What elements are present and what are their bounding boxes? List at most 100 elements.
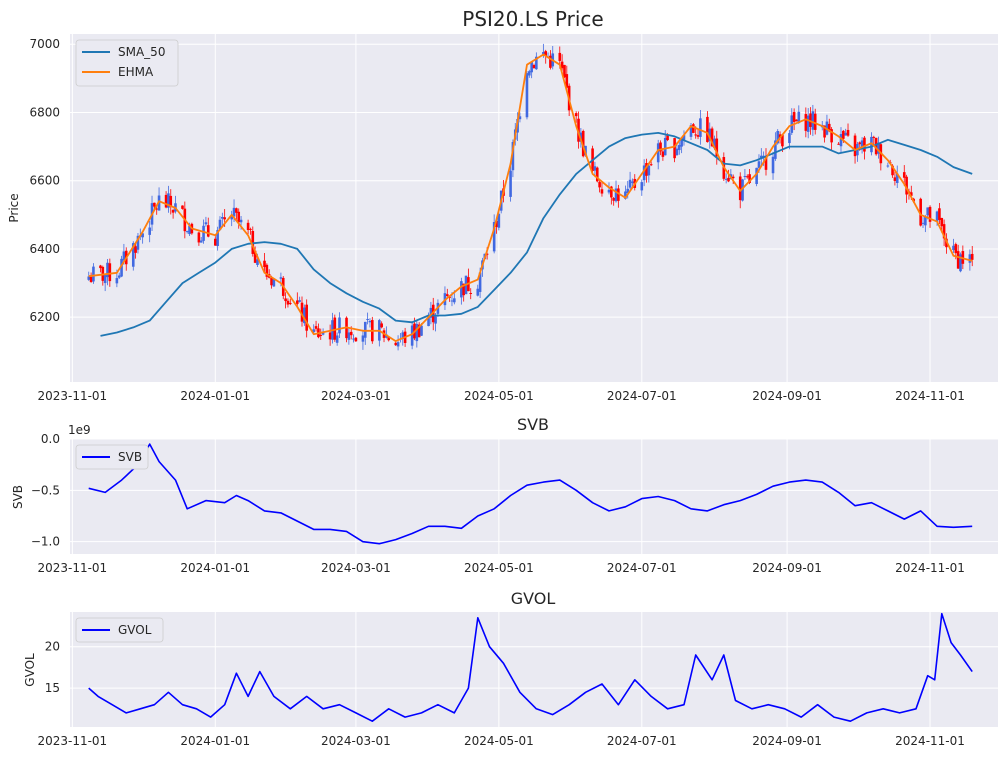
candle-body	[970, 253, 974, 260]
x-tick-label: 2024-11-01	[895, 734, 965, 748]
series-line-sma-50	[100, 131, 973, 337]
candle-body	[827, 123, 831, 132]
candle-body	[574, 113, 578, 117]
candle-body	[935, 211, 939, 222]
price-x-ticks: 2023-11-01 2024-01-01 2024-03-01 2024-05-01…	[37, 389, 964, 403]
y-tick-label: 6200	[29, 310, 60, 324]
candle-body	[909, 192, 913, 196]
candle-body	[469, 292, 473, 294]
candle-body	[870, 136, 873, 153]
candle-body	[778, 134, 782, 138]
candle-body	[171, 210, 175, 213]
candle-body	[598, 182, 601, 188]
price-axes-background	[70, 34, 998, 382]
candle-body	[387, 337, 391, 341]
candle-body	[525, 73, 529, 118]
candle-body	[563, 64, 566, 78]
candle-body	[249, 228, 252, 230]
candle-body	[968, 254, 972, 263]
candle-body	[708, 128, 712, 141]
candle-body	[492, 221, 496, 252]
candle-body	[689, 125, 693, 137]
candle-body	[347, 332, 351, 340]
gvol-axes-background	[70, 612, 998, 727]
y-tick-label: 6800	[29, 105, 60, 119]
candle-body	[235, 208, 238, 213]
candle-body	[169, 195, 173, 207]
candle-body	[197, 232, 201, 243]
candle-body	[804, 114, 808, 131]
candle-body	[328, 332, 332, 340]
candle-body	[314, 326, 318, 329]
price-panel: PSI20.LS Price Price 6200 6400 6600 6800 700…	[7, 7, 998, 403]
candle-body	[706, 116, 709, 143]
candle-body	[581, 130, 585, 157]
candle-body	[837, 143, 840, 145]
candle-body	[846, 129, 850, 136]
candle-body	[776, 130, 780, 144]
candle-body	[167, 193, 170, 208]
candle-body	[924, 216, 927, 226]
candle-body	[617, 188, 620, 201]
candle-body	[141, 233, 144, 238]
candle-body	[106, 262, 109, 278]
candle-body	[92, 266, 95, 282]
candle-body	[675, 148, 679, 156]
candle-body	[919, 198, 922, 226]
candle-body	[673, 138, 676, 159]
candle-body	[181, 205, 184, 209]
candle-body	[237, 211, 241, 223]
candle-body	[476, 288, 480, 296]
candle-body	[696, 135, 700, 137]
candle-body	[335, 335, 339, 343]
x-tick-label: 2024-01-01	[180, 734, 250, 748]
svb-y-ticks: 0.0 −0.5 −1.0	[31, 432, 60, 549]
y-tick-label: 6600	[29, 174, 60, 188]
svb-y-axis-label: SVB	[11, 485, 25, 509]
candle-body	[659, 142, 662, 152]
candle-body	[396, 342, 400, 347]
candle-body	[560, 61, 564, 69]
candle-body	[839, 134, 843, 147]
candle-body	[952, 245, 955, 251]
candle-body	[797, 111, 801, 123]
candle-body	[542, 52, 545, 55]
candle-body	[860, 140, 864, 147]
candle-body	[535, 56, 538, 70]
candle-body	[628, 179, 632, 188]
price-chart-title: PSI20.LS Price	[462, 7, 603, 31]
candle-body	[450, 300, 454, 302]
candle-body	[549, 55, 552, 68]
candle-body	[429, 307, 433, 318]
candle-body	[694, 134, 697, 136]
candle-body	[338, 317, 341, 334]
candle-body	[699, 118, 702, 137]
candle-body	[511, 141, 515, 171]
candle-body	[682, 135, 686, 140]
x-tick-label: 2024-07-01	[607, 734, 677, 748]
candle-body	[954, 244, 958, 254]
candle-body	[300, 302, 304, 322]
candle-body	[478, 272, 482, 292]
candle-body	[956, 251, 960, 269]
candle-body	[830, 129, 833, 143]
candle-body	[959, 254, 962, 272]
svb-panel: SVB 1e9 SVB 0.0 −0.5 −1.0 2023-11-01 2024-0…	[11, 415, 998, 575]
candle-body	[788, 133, 791, 144]
candle-body	[199, 240, 203, 243]
candle-body	[647, 165, 651, 176]
legend-sma50-label: SMA_50	[118, 45, 165, 59]
candle-body	[874, 137, 878, 155]
candle-body	[942, 224, 946, 239]
candle-body	[263, 260, 266, 268]
gvol-chart-title: GVOL	[511, 589, 556, 608]
y-tick-label: 7000	[29, 37, 60, 51]
x-tick-label: 2024-05-01	[464, 561, 534, 575]
candle-body	[790, 115, 794, 133]
candle-body	[656, 143, 660, 163]
price-y-axis-label: Price	[7, 193, 21, 222]
series-line-svb	[88, 443, 973, 545]
candle-body	[764, 156, 768, 170]
candle-body	[420, 325, 423, 336]
